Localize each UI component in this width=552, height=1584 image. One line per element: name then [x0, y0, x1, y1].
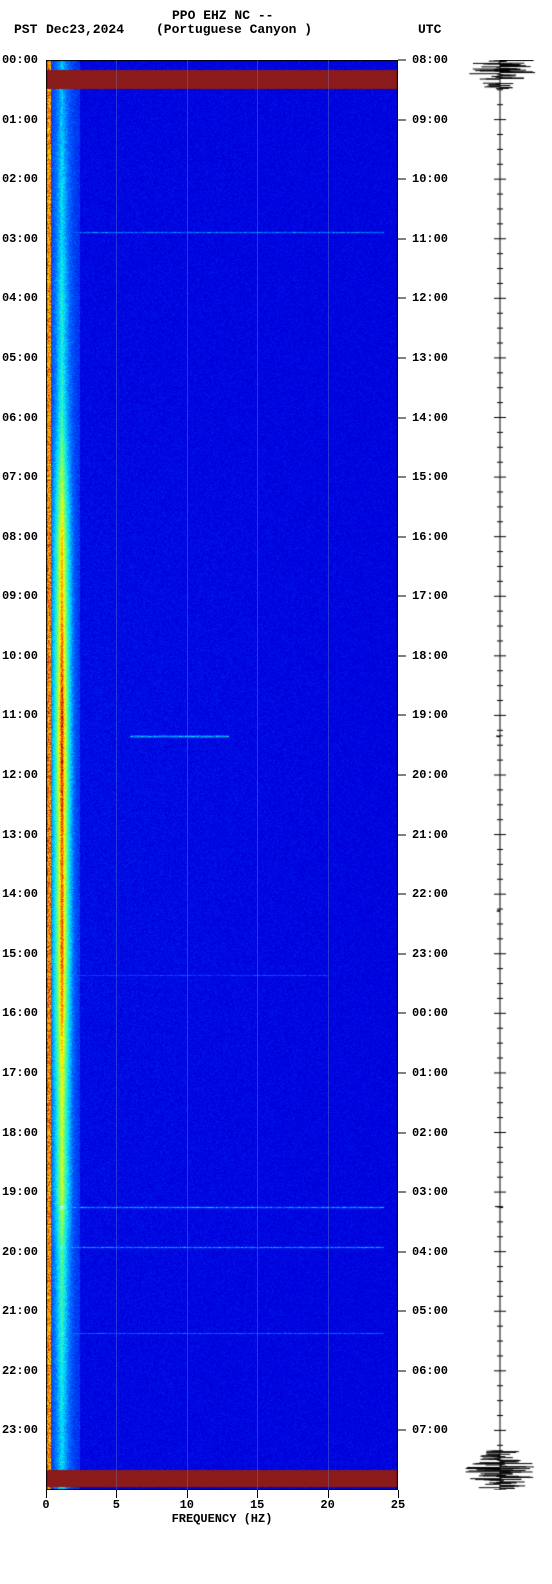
amplitude-trace	[460, 60, 540, 1490]
pst-tick: 06:00	[2, 411, 38, 425]
utc-tick: 06:00	[412, 1364, 448, 1378]
pst-tick: 23:00	[2, 1423, 38, 1437]
utc-tick: 18:00	[412, 649, 448, 663]
utc-tick: 13:00	[412, 351, 448, 365]
pst-tick: 01:00	[2, 113, 38, 127]
spectrogram-canvas	[46, 60, 398, 1490]
frequency-axis: FREQUENCY (HZ) 0510152025	[46, 1490, 398, 1540]
freq-tick: 25	[391, 1498, 405, 1512]
utc-tick: 19:00	[412, 708, 448, 722]
utc-label: UTC	[418, 22, 441, 37]
utc-tick: 20:00	[412, 768, 448, 782]
pst-tick: 02:00	[2, 172, 38, 186]
pst-tick: 08:00	[2, 530, 38, 544]
utc-tick: 04:00	[412, 1245, 448, 1259]
utc-tick: 05:00	[412, 1304, 448, 1318]
utc-tick: 15:00	[412, 470, 448, 484]
pst-tick: 14:00	[2, 887, 38, 901]
utc-tick: 12:00	[412, 291, 448, 305]
utc-tick: 00:00	[412, 1006, 448, 1020]
pst-tick: 04:00	[2, 291, 38, 305]
utc-tick: 21:00	[412, 828, 448, 842]
utc-tick: 16:00	[412, 530, 448, 544]
utc-tick: 17:00	[412, 589, 448, 603]
freq-tick: 5	[113, 1498, 120, 1512]
pst-tick: 00:00	[2, 53, 38, 67]
utc-time-axis: 08:0009:0010:0011:0012:0013:0014:0015:00…	[398, 60, 458, 1490]
utc-tick: 07:00	[412, 1423, 448, 1437]
spectrogram-plot	[46, 60, 398, 1490]
pst-tick: 10:00	[2, 649, 38, 663]
pst-tick: 12:00	[2, 768, 38, 782]
pst-tick: 18:00	[2, 1126, 38, 1140]
pst-tick: 16:00	[2, 1006, 38, 1020]
pst-label: PST	[14, 22, 37, 37]
pst-tick: 19:00	[2, 1185, 38, 1199]
pst-tick: 09:00	[2, 589, 38, 603]
pst-tick: 05:00	[2, 351, 38, 365]
pst-tick: 21:00	[2, 1304, 38, 1318]
freq-tick: 10	[180, 1498, 194, 1512]
freq-tick: 20	[320, 1498, 334, 1512]
utc-tick: 14:00	[412, 411, 448, 425]
station-code: PPO EHZ NC --	[172, 8, 273, 23]
utc-tick: 10:00	[412, 172, 448, 186]
pst-tick: 17:00	[2, 1066, 38, 1080]
pst-tick: 15:00	[2, 947, 38, 961]
utc-tick: 08:00	[412, 53, 448, 67]
utc-tick: 03:00	[412, 1185, 448, 1199]
freq-tick: 0	[42, 1498, 49, 1512]
utc-tick: 09:00	[412, 113, 448, 127]
freq-tick: 15	[250, 1498, 264, 1512]
pst-tick: 03:00	[2, 232, 38, 246]
utc-tick: 22:00	[412, 887, 448, 901]
pst-tick: 20:00	[2, 1245, 38, 1259]
utc-tick: 11:00	[412, 232, 448, 246]
utc-tick: 02:00	[412, 1126, 448, 1140]
pst-tick: 07:00	[2, 470, 38, 484]
pst-tick: 22:00	[2, 1364, 38, 1378]
pst-tick: 11:00	[2, 708, 38, 722]
pst-time-axis: 00:0001:0002:0003:0004:0005:0006:0007:00…	[0, 60, 44, 1490]
utc-tick: 01:00	[412, 1066, 448, 1080]
pst-tick: 13:00	[2, 828, 38, 842]
frequency-axis-label: FREQUENCY (HZ)	[46, 1512, 398, 1526]
utc-tick: 23:00	[412, 947, 448, 961]
station-name: (Portuguese Canyon )	[156, 22, 312, 37]
header: PST Dec23,2024 PPO EHZ NC -- (Portuguese…	[0, 0, 552, 55]
date-label: Dec23,2024	[46, 22, 124, 37]
